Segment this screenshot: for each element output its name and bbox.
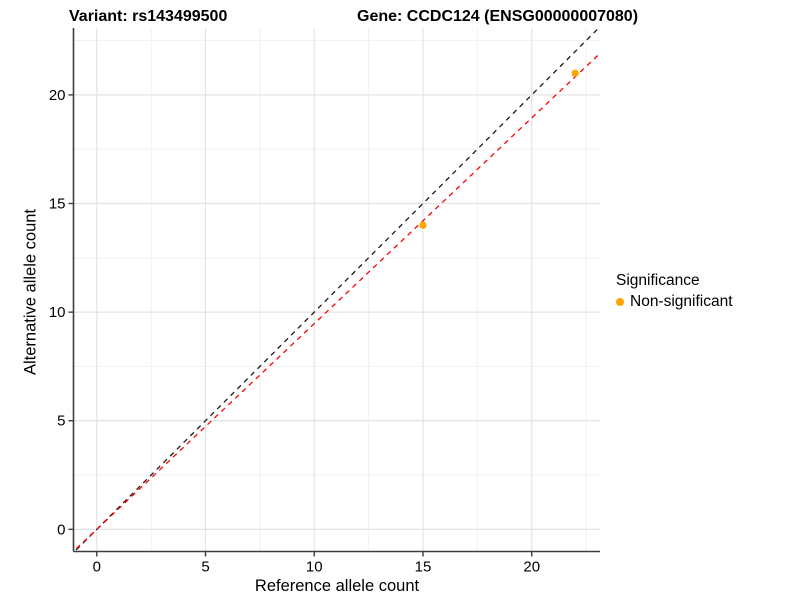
y-tick-label: 20 — [49, 87, 66, 104]
x-tick-label: 10 — [306, 559, 323, 576]
x-tick-label: 5 — [201, 559, 209, 576]
legend-point-swatch — [616, 298, 624, 306]
x-tick-label: 20 — [523, 559, 540, 576]
fit-line — [73, 52, 600, 552]
x-tick-label: 15 — [415, 559, 432, 576]
data-point — [571, 69, 579, 77]
data-point — [419, 221, 427, 229]
plot-title-gene: Gene: CCDC124 (ENSG00000007080) — [357, 8, 639, 25]
plot-title-variant: Variant: rs143499500 — [69, 8, 228, 25]
y-tick-label: 0 — [57, 521, 65, 538]
x-tick-label: 0 — [93, 559, 101, 576]
y-tick-label: 10 — [49, 304, 66, 321]
legend: Significance Non-significant — [616, 272, 733, 311]
y-axis-title: Alternative allele count — [21, 208, 40, 376]
identity-line — [73, 28, 600, 552]
x-axis-title: Reference allele count — [254, 577, 420, 595]
legend-title: Significance — [616, 272, 700, 289]
legend-entry-label: Non-significant — [630, 293, 733, 310]
y-tick-label: 5 — [57, 413, 65, 430]
y-tick-label: 15 — [49, 196, 66, 213]
legend-entry: Non-significant — [616, 293, 733, 311]
